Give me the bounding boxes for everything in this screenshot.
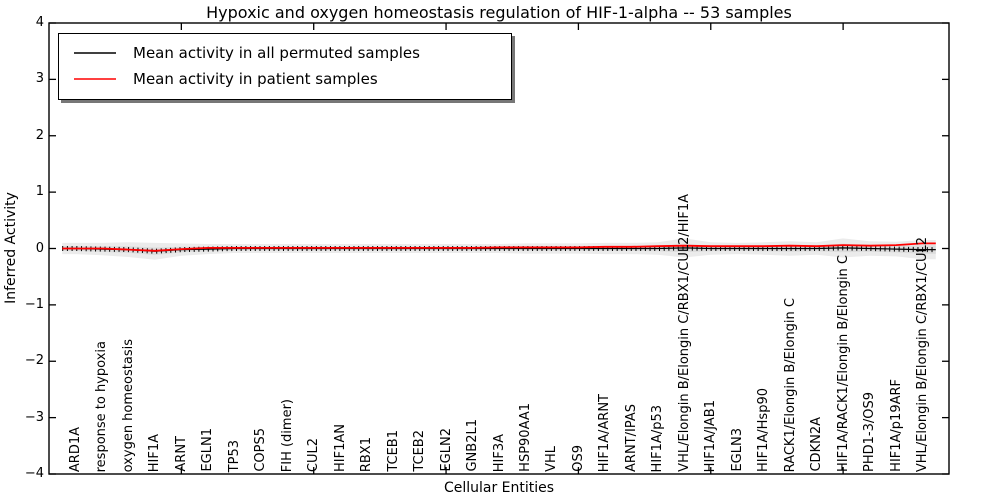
x-axis-title: Cellular Entities: [443, 480, 555, 496]
x-category-label: RBX1: [359, 436, 375, 472]
x-category-label: HIF1A/p53: [650, 404, 666, 472]
x-category-label: TCEB1: [385, 430, 401, 472]
x-category-label: ARD1A: [67, 426, 83, 472]
y-tick-label: 0: [35, 240, 44, 256]
x-category-label: response to hypoxia: [94, 340, 110, 472]
x-category-label: HIF1A/ARNT: [597, 393, 613, 472]
chart-title: Hypoxic and oxygen homeostasis regulatio…: [206, 3, 792, 22]
x-category-label: TP53: [226, 439, 242, 472]
x-category-label: PHD1-3/OS9: [862, 392, 878, 472]
patient-mean-line: [62, 242, 936, 252]
y-tick-label: −2: [24, 353, 44, 369]
permuted-line-swatch: [74, 52, 116, 54]
y-tick-label: 1: [35, 184, 44, 200]
legend-label-permuted: Mean activity in all permuted samples: [133, 44, 420, 62]
legend: Mean activity in all permuted samples Me…: [58, 33, 512, 100]
x-category-label: GNB2L1: [465, 419, 481, 472]
legend-item-patient: Mean activity in patient samples: [59, 66, 511, 92]
x-category-label: OS9: [570, 445, 586, 472]
y-tick-label: 2: [35, 127, 44, 143]
x-category-label: HIF1A/RACK1/Elongin B/Elongin C: [835, 255, 851, 472]
x-category-label: COPS5: [253, 428, 269, 472]
permuted-mean-line: [62, 247, 936, 252]
legend-label-patient: Mean activity in patient samples: [133, 70, 378, 88]
x-category-label: FIH (dimer): [279, 398, 295, 472]
x-category-label: HIF1A/p19ARF: [888, 379, 904, 472]
x-category-label: HIF1A: [147, 433, 163, 472]
x-category-label: CUL2: [306, 437, 322, 472]
x-category-label: EGLN3: [729, 428, 745, 472]
x-category-label: ARNT/IPAS: [623, 404, 639, 472]
x-category-label: TCEB2: [412, 430, 428, 472]
patient-line-swatch: [74, 78, 116, 80]
x-category-label: RACK1/Elongin B/Elongin C: [782, 297, 798, 472]
y-tick-label: −3: [24, 409, 44, 425]
x-category-label: HSP90AA1: [517, 403, 533, 472]
x-category-label: ARNT: [173, 436, 189, 472]
x-category-label: HIF1AN: [332, 424, 348, 472]
x-category-label: VHL: [544, 446, 560, 472]
y-tick-label: 3: [35, 71, 44, 87]
x-category-label: EGLN2: [438, 428, 454, 472]
x-category-label: HIF3A: [491, 433, 507, 472]
x-category-label: VHL/Elongin B/Elongin C/RBX1/CUL2/HIF1A: [676, 194, 692, 472]
x-category-label: oxygen homeostasis: [120, 338, 136, 472]
x-category-label: HIF1A/Hsp90: [756, 388, 772, 472]
legend-item-permuted: Mean activity in all permuted samples: [59, 40, 511, 66]
x-category-label: EGLN1: [200, 428, 216, 472]
y-tick-label: −4: [24, 466, 44, 481]
x-category-label: HIF1A/JAB1: [703, 399, 719, 472]
y-tick-label: 4: [35, 15, 44, 30]
x-category-label: CDKN2A: [809, 417, 825, 472]
x-category-label: VHL/Elongin B/Elongin C/RBX1/CUL2: [915, 236, 931, 472]
y-tick-label: −1: [24, 296, 44, 312]
